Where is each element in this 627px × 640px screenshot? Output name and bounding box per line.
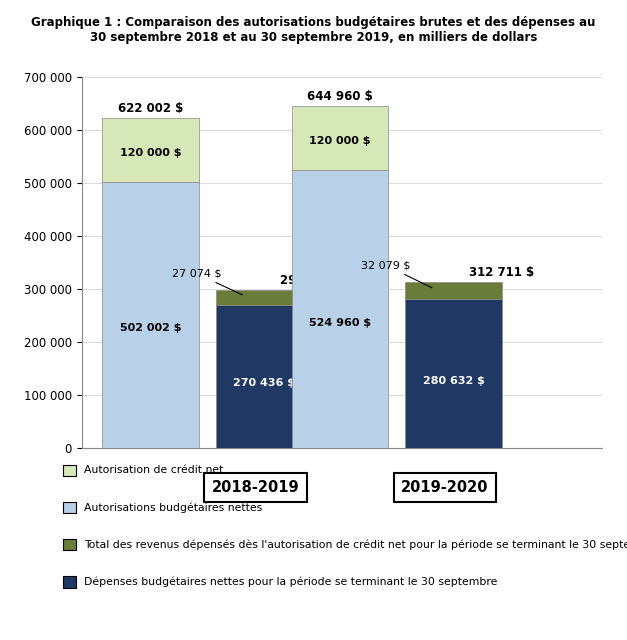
- Text: Autorisations budgétaires nettes: Autorisations budgétaires nettes: [84, 502, 262, 513]
- Bar: [406, 299, 502, 448]
- Text: 270 436 $: 270 436 $: [233, 378, 295, 388]
- Bar: [216, 305, 312, 448]
- Text: 120 000 $: 120 000 $: [120, 148, 181, 158]
- Text: Dépenses budgétaires nettes pour la période se terminant le 30 septembre: Dépenses budgétaires nettes pour la péri…: [84, 577, 497, 587]
- Text: Graphique 1 : Comparaison des autorisations budgétaires brutes et des dépenses a: Graphique 1 : Comparaison des autorisati…: [31, 16, 596, 44]
- Text: 2018-2019: 2018-2019: [212, 480, 299, 495]
- Bar: [292, 170, 388, 448]
- Text: Autorisation de crédit net: Autorisation de crédit net: [84, 465, 223, 476]
- Text: 524 960 $: 524 960 $: [309, 317, 371, 328]
- Text: 32 079 $: 32 079 $: [362, 260, 432, 288]
- Text: 502 002 $: 502 002 $: [120, 323, 181, 333]
- Bar: [102, 182, 199, 448]
- Text: Total des revenus dépensés dès l'autorisation de crédit net pour la période se t: Total des revenus dépensés dès l'autoris…: [84, 540, 627, 550]
- Text: 297 510 $: 297 510 $: [280, 274, 345, 287]
- Text: 644 960 $: 644 960 $: [307, 90, 373, 103]
- Text: 27 074 $: 27 074 $: [172, 269, 243, 295]
- Bar: [406, 282, 502, 299]
- Bar: [102, 118, 199, 182]
- Bar: [292, 106, 388, 170]
- Text: 120 000 $: 120 000 $: [309, 136, 371, 146]
- Text: 312 711 $: 312 711 $: [470, 266, 535, 279]
- Text: 2019-2020: 2019-2020: [401, 480, 489, 495]
- Bar: [216, 290, 312, 305]
- Text: 280 632 $: 280 632 $: [423, 376, 485, 386]
- Text: 622 002 $: 622 002 $: [118, 102, 183, 115]
